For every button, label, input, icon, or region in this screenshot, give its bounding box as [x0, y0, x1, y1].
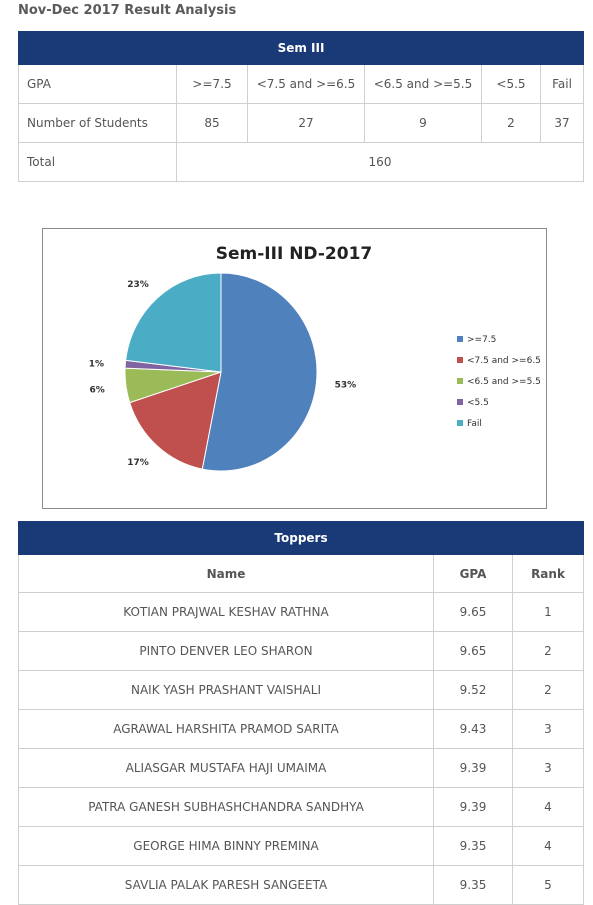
students-row: Number of Students 85 27 9 2 37 [18, 103, 584, 143]
topper-name: GEORGE HIMA BINNY PREMINA [18, 826, 434, 866]
topper-rank: 5 [512, 865, 584, 905]
total-label: Total [18, 142, 177, 182]
toppers-title: Toppers [18, 521, 584, 555]
topper-rank: 4 [512, 826, 584, 866]
gpa-column-header: GPA [433, 554, 513, 593]
legend-swatch [457, 420, 463, 426]
topper-rank: 1 [512, 592, 584, 632]
name-column-header: Name [18, 554, 434, 593]
topper-gpa: 9.35 [433, 865, 513, 905]
topper-gpa: 9.39 [433, 748, 513, 788]
topper-name: PATRA GANESH SUBHASHCHANDRA SANDHYA [18, 787, 434, 827]
pie-slice [125, 272, 222, 373]
pie-slice [201, 272, 318, 472]
student-count: 2 [481, 103, 541, 143]
legend-swatch [457, 336, 463, 342]
topper-row: AGRAWAL HARSHITA PRAMOD SARITA 9.43 3 [18, 709, 584, 749]
slice-label: 17% [127, 458, 149, 468]
topper-name: SAVLIA PALAK PARESH SANGEETA [18, 865, 434, 905]
legend-swatch [457, 357, 463, 363]
legend-entry: >=7.5 [467, 335, 496, 345]
topper-rank: 2 [512, 631, 584, 671]
slice-label: 23% [127, 280, 149, 290]
pie-chart: Sem-III ND-2017 53% 17% 6% 1% 23% >=7.5 <7.5 an… [42, 228, 547, 509]
chart-title: Sem-III ND-2017 [216, 244, 372, 264]
student-count: 37 [540, 103, 584, 143]
student-count: 9 [364, 103, 482, 143]
topper-row: KOTIAN PRAJWAL KESHAV RATHNA 9.65 1 [18, 592, 584, 632]
total-row: Total 160 [18, 142, 584, 182]
topper-row: SAVLIA PALAK PARESH SANGEETA 9.35 5 [18, 865, 584, 905]
gpa-row: GPA >=7.5 <7.5 and >=6.5 <6.5 and >=5.5 … [18, 64, 584, 104]
students-label: Number of Students [18, 103, 177, 143]
rank-column-header: Rank [512, 554, 584, 593]
gpa-bucket: <6.5 and >=5.5 [364, 64, 482, 104]
student-count: 85 [176, 103, 248, 143]
gpa-bucket: <5.5 [481, 64, 541, 104]
topper-row: PATRA GANESH SUBHASHCHANDRA SANDHYA 9.39 4 [18, 787, 584, 827]
topper-row: NAIK YASH PRASHANT VAISHALI 9.52 2 [18, 670, 584, 710]
topper-gpa: 9.65 [433, 631, 513, 671]
legend-swatch [457, 378, 463, 384]
student-count: 27 [247, 103, 365, 143]
sem-table-title: Sem III [18, 31, 584, 65]
legend-entry: <5.5 [467, 398, 489, 408]
legend-entry: <7.5 and >=6.5 [467, 356, 541, 366]
topper-row: GEORGE HIMA BINNY PREMINA 9.35 4 [18, 826, 584, 866]
gpa-bucket: <7.5 and >=6.5 [247, 64, 365, 104]
topper-rank: 3 [512, 748, 584, 788]
pie-slice [129, 371, 222, 470]
gpa-bucket: >=7.5 [176, 64, 248, 104]
sem-iii-table: Sem III GPA >=7.5 <7.5 and >=6.5 <6.5 an… [18, 31, 584, 182]
topper-row: PINTO DENVER LEO SHARON 9.65 2 [18, 631, 584, 671]
topper-gpa: 9.43 [433, 709, 513, 749]
gpa-label: GPA [18, 64, 177, 104]
topper-gpa: 9.52 [433, 670, 513, 710]
pie-chart-svg: Sem-III ND-2017 53% 17% 6% 1% 23% >=7.5 <7.5 an… [89, 244, 541, 472]
legend-entry: <6.5 and >=5.5 [467, 377, 541, 387]
topper-name: ALIASGAR MUSTAFA HAJI UMAIMA [18, 748, 434, 788]
slice-label: 53% [335, 381, 357, 391]
topper-gpa: 9.39 [433, 787, 513, 827]
total-value: 160 [176, 142, 584, 182]
topper-name: PINTO DENVER LEO SHARON [18, 631, 434, 671]
topper-rank: 3 [512, 709, 584, 749]
gpa-bucket: Fail [540, 64, 584, 104]
topper-row: ALIASGAR MUSTAFA HAJI UMAIMA 9.39 3 [18, 748, 584, 788]
topper-rank: 4 [512, 787, 584, 827]
page-heading: Nov-Dec 2017 Result Analysis [18, 3, 237, 18]
slice-label: 6% [90, 385, 105, 395]
slice-label: 1% [89, 360, 104, 370]
topper-gpa: 9.35 [433, 826, 513, 866]
legend-swatch [457, 399, 463, 405]
toppers-table: Toppers Name GPA Rank KOTIAN PRAJWAL KES… [18, 521, 584, 905]
topper-name: KOTIAN PRAJWAL KESHAV RATHNA [18, 592, 434, 632]
legend-entry: Fail [467, 419, 482, 429]
topper-name: NAIK YASH PRASHANT VAISHALI [18, 670, 434, 710]
topper-rank: 2 [512, 670, 584, 710]
topper-name: AGRAWAL HARSHITA PRAMOD SARITA [18, 709, 434, 749]
topper-gpa: 9.65 [433, 592, 513, 632]
